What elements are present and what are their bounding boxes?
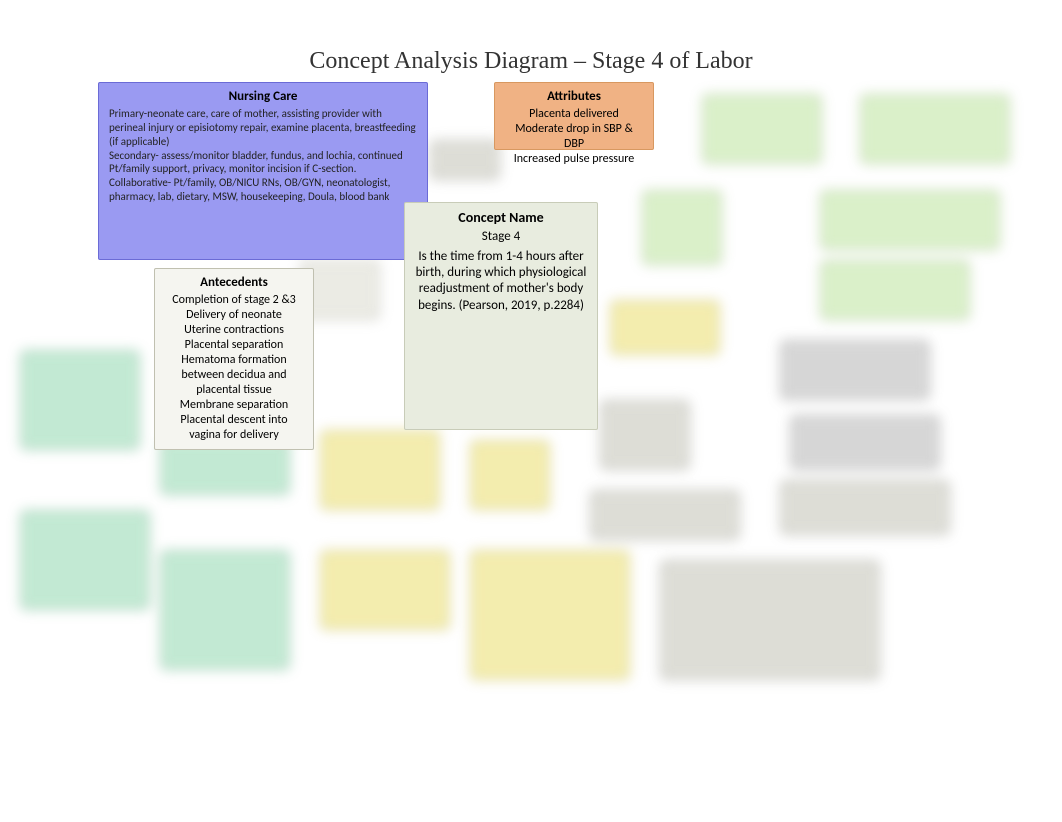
ant-line: Hematoma formation between decidua and p…: [165, 353, 303, 398]
attributes-line3: Increased pulse pressure: [505, 152, 643, 167]
attributes-line1: Placenta delivered: [505, 107, 643, 122]
nursing-primary: Primary-neonate care, care of mother, as…: [109, 107, 417, 148]
nursing-care-box: Nursing Care Primary-neonate care, care …: [98, 82, 428, 260]
attributes-header: Attributes: [505, 89, 643, 105]
antecedents-header: Antecedents: [165, 275, 303, 291]
nursing-care-header: Nursing Care: [109, 89, 417, 105]
attributes-line2: Moderate drop in SBP & DBP: [505, 122, 643, 152]
concept-sub: Stage 4: [415, 229, 587, 245]
ant-line: Uterine contractions: [165, 323, 303, 338]
concept-body: Is the time from 1-4 hours after birth, …: [415, 249, 587, 314]
ant-line: Placental descent into vagina for delive…: [165, 413, 303, 443]
ant-line: Delivery of neonate: [165, 308, 303, 323]
page-title: Concept Analysis Diagram – Stage 4 of La…: [0, 48, 1062, 75]
attributes-box: Attributes Placenta delivered Moderate d…: [494, 82, 654, 150]
nursing-secondary: Secondary- assess/monitor bladder, fundu…: [109, 149, 417, 177]
ant-line: Placental separation: [165, 338, 303, 353]
nursing-collaborative: Collaborative- Pt/family, OB/NICU RNs, O…: [109, 176, 417, 204]
ant-line: Membrane separation: [165, 398, 303, 413]
concept-box: Concept Name Stage 4 Is the time from 1-…: [404, 202, 598, 430]
concept-header: Concept Name: [415, 209, 587, 227]
ant-line: Completion of stage 2 &3: [165, 293, 303, 308]
antecedents-box: Antecedents Completion of stage 2 &3 Del…: [154, 268, 314, 450]
